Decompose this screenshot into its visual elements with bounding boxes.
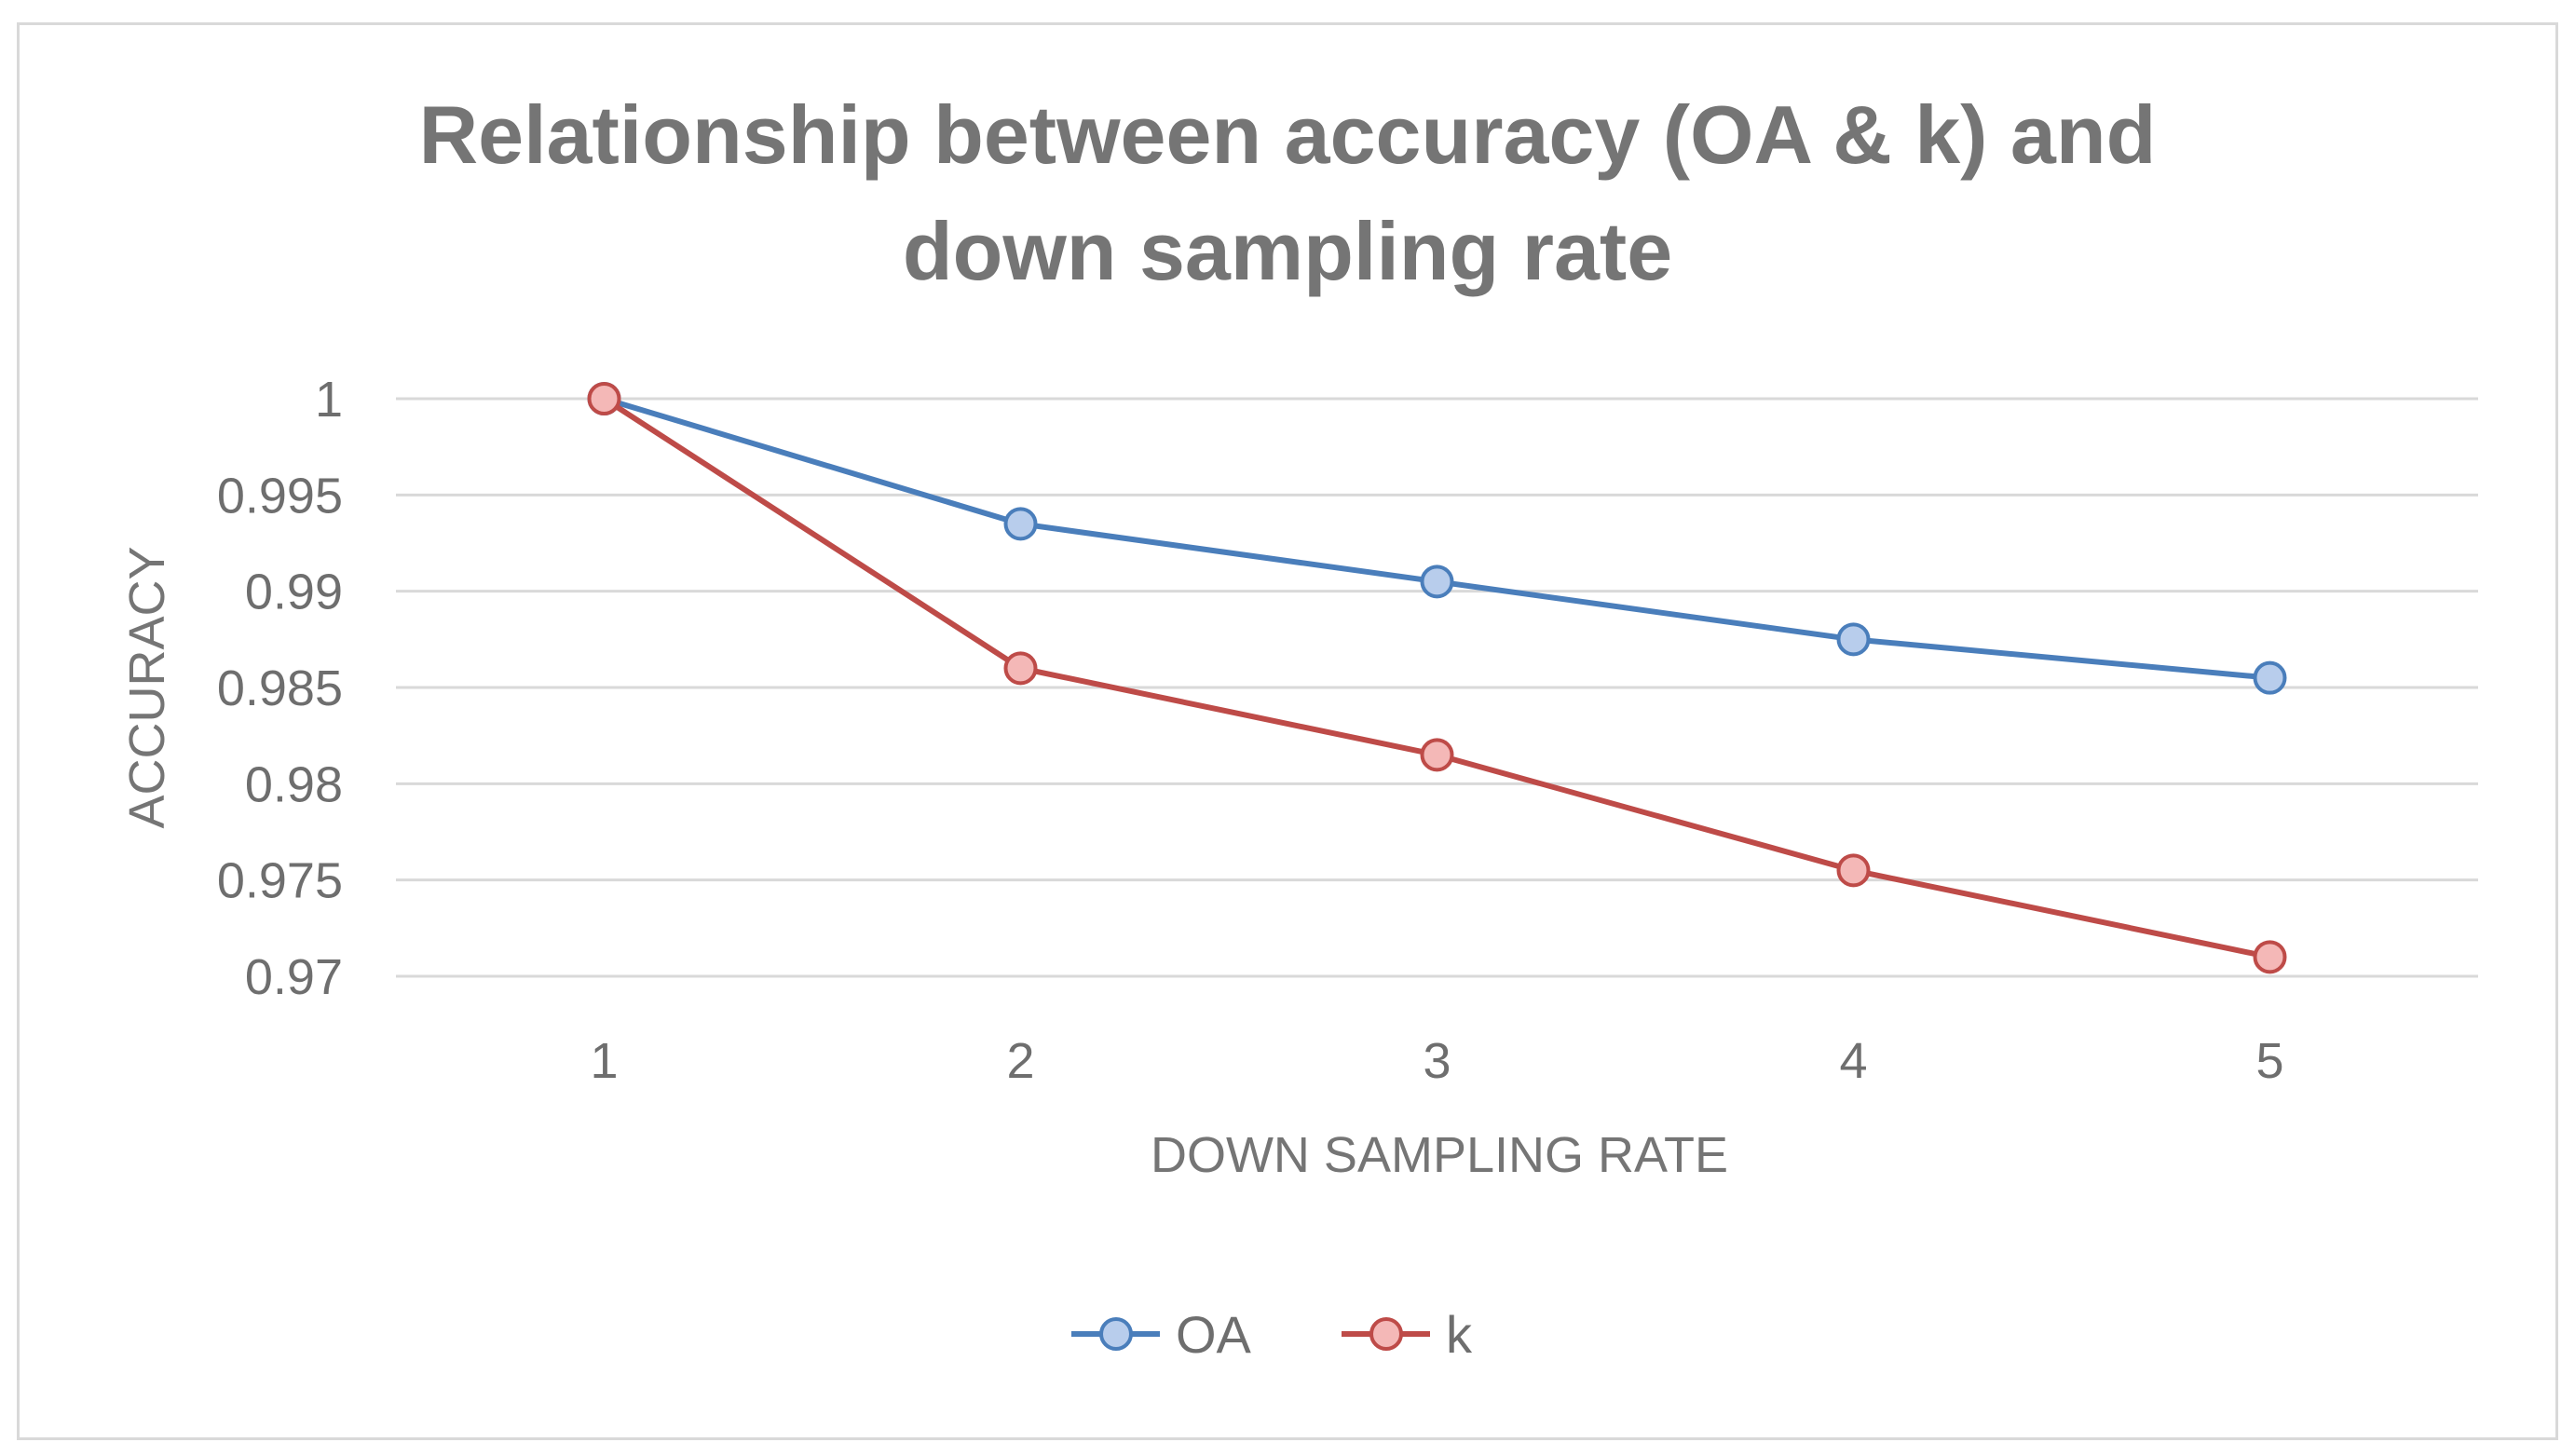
x-tick-label: 3	[1423, 1033, 1451, 1089]
data-point-OA	[2253, 660, 2287, 695]
x-tick-label: 1	[590, 1033, 618, 1089]
data-point-k	[2253, 940, 2287, 974]
legend-marker-OA	[1099, 1317, 1133, 1351]
data-point-k	[1420, 738, 1454, 772]
data-point-k	[1003, 651, 1038, 686]
gridlines	[396, 397, 2478, 978]
data-point-OA	[1836, 622, 1871, 657]
y-tick-label: 0.985	[217, 660, 343, 716]
chart-frame	[17, 22, 2558, 1440]
series-line-k	[602, 396, 2271, 960]
y-tick-label: 0.97	[245, 949, 343, 1005]
legend: OA k	[1071, 1305, 1473, 1364]
x-tick-label: 4	[1839, 1033, 1867, 1089]
y-axis-ticks: 0.97 0.975 0.98 0.985 0.99 0.995 1	[217, 372, 343, 1005]
data-point-OA	[1003, 507, 1038, 541]
x-tick-label: 2	[1006, 1033, 1034, 1089]
legend-label-OA: OA	[1176, 1305, 1252, 1364]
chart-title: Relationship between accuracy (OA & k) a…	[419, 88, 2157, 297]
data-point-k	[1836, 853, 1871, 888]
series-layer	[587, 382, 2287, 974]
x-axis-label: DOWN SAMPLING RATE	[1151, 1127, 1728, 1183]
legend-label-k: k	[1446, 1305, 1473, 1364]
y-tick-label: 0.99	[245, 565, 343, 620]
legend-marker-k	[1369, 1317, 1403, 1351]
series-line-OA	[603, 396, 2270, 681]
x-axis-ticks: 1 2 3 4 5	[590, 1033, 2283, 1089]
chart-title-line-2: down sampling rate	[903, 205, 1672, 297]
y-tick-label: 1	[315, 372, 343, 428]
y-axis-label: ACCURACY	[119, 546, 175, 828]
legend-item-OA: OA	[1071, 1305, 1252, 1364]
y-tick-label: 0.975	[217, 853, 343, 909]
data-point-k	[587, 382, 621, 415]
y-tick-label: 0.995	[217, 468, 343, 524]
legend-item-k: k	[1342, 1305, 1473, 1364]
series-OA	[587, 382, 2287, 695]
data-point-OA	[1420, 565, 1454, 599]
series-k	[587, 382, 2287, 974]
y-tick-label: 0.98	[245, 756, 343, 812]
x-tick-label: 5	[2255, 1033, 2283, 1089]
chart-title-line-1: Relationship between accuracy (OA & k) a…	[419, 88, 2157, 181]
